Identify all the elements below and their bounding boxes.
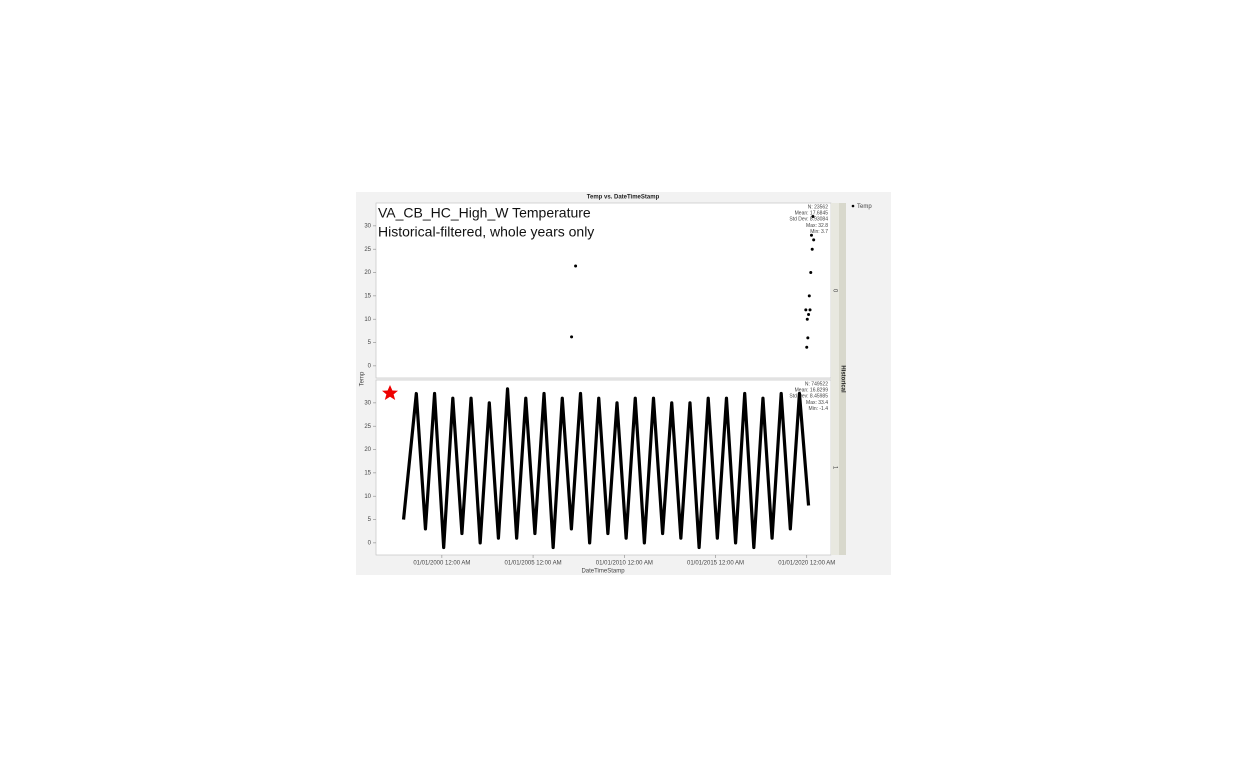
y-axis-label: Temp — [360, 371, 366, 386]
data-point — [806, 336, 810, 340]
y-tick-label: 20 — [364, 270, 371, 276]
y-tick-label: 10 — [364, 494, 371, 500]
y-tick-label: 15 — [364, 470, 371, 476]
y-tick-label: 0 — [368, 363, 372, 369]
data-point — [805, 345, 809, 349]
stat-label: Min: 3.7 — [810, 229, 828, 235]
panel-strip — [831, 203, 839, 555]
stat-label: Min: -1.4 — [809, 406, 829, 412]
stat-label: N: 23562 — [808, 204, 829, 210]
y-tick-label: 5 — [368, 340, 372, 346]
legend-marker — [851, 204, 855, 208]
x-tick-label: 01/01/2010 12:00 AM — [596, 561, 653, 567]
y-tick-label: 5 — [368, 517, 372, 523]
legend-label: Temp — [857, 204, 872, 210]
annotation: Historical-filtered, whole years only — [378, 224, 594, 240]
data-point — [808, 308, 812, 312]
data-point — [807, 294, 811, 298]
y-tick-label: 25 — [364, 247, 371, 253]
group-strip — [839, 203, 846, 555]
y-tick-label: 20 — [364, 447, 371, 453]
data-point — [811, 215, 815, 219]
data-point — [807, 313, 811, 317]
stat-label: Mean: 17.6845 — [795, 211, 829, 217]
stat-label: Mean: 16.8299 — [795, 388, 829, 394]
y-tick-label: 30 — [364, 223, 371, 229]
upper-panel — [375, 202, 832, 379]
x-tick-label: 01/01/2020 12:00 AM — [778, 561, 835, 567]
stat-label: Max: 32.8 — [806, 223, 828, 229]
y-tick-label: 10 — [364, 317, 371, 323]
chart-title: Temp vs. DateTimeStamp — [587, 195, 660, 201]
data-point — [574, 264, 578, 268]
y-tick-label: 0 — [368, 540, 372, 546]
series-line — [401, 387, 811, 550]
star-icon — [382, 385, 398, 400]
data-point — [804, 308, 808, 312]
stat-label: Std Dev: 8.93084 — [789, 217, 828, 223]
data-point — [805, 317, 809, 321]
y-tick-label: 25 — [364, 424, 371, 430]
stat-label: N: 749522 — [805, 381, 828, 387]
data-point — [810, 247, 814, 251]
panel-label: 1 — [831, 466, 837, 470]
annotation: VA_CB_HC_High_W Temperature — [378, 205, 591, 221]
x-tick-label: 01/01/2015 12:00 AM — [687, 561, 744, 567]
data-point — [570, 335, 574, 339]
x-tick-label: 01/01/2005 12:00 AM — [505, 561, 562, 567]
x-axis-label: DateTimeStamp — [581, 569, 625, 575]
group-label: Historical — [839, 365, 845, 393]
x-tick-label: 01/01/2000 12:00 AM — [413, 561, 470, 567]
y-tick-label: 15 — [364, 293, 371, 299]
panel-label: 0 — [831, 289, 837, 293]
stat-label: Max: 33.4 — [806, 400, 828, 406]
stat-label: Std Dev: 8.45985 — [789, 394, 828, 400]
data-point — [809, 271, 813, 275]
data-point — [809, 233, 813, 237]
y-tick-label: 30 — [364, 400, 371, 406]
data-point — [812, 238, 816, 242]
